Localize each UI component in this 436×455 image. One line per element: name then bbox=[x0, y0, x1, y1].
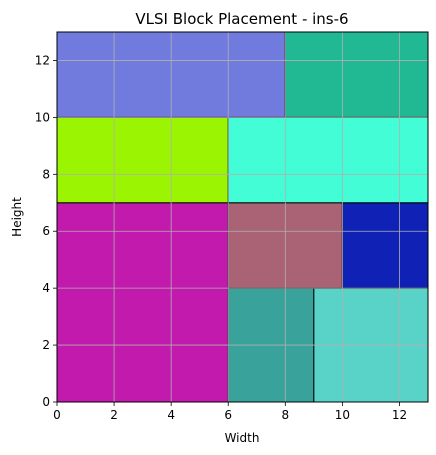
y-axis-label: Height bbox=[10, 197, 24, 237]
plot-frame bbox=[56, 31, 429, 403]
y-tick-label: 4 bbox=[42, 281, 50, 295]
ticks-layer: 0 2 4 6 8 10 12 0 2 4 6 8 10 12 bbox=[35, 53, 407, 422]
block-9 bbox=[284, 31, 429, 118]
x-axis-label: Width bbox=[225, 431, 260, 445]
y-tick-label: 0 bbox=[42, 395, 50, 409]
x-tick-label: 6 bbox=[224, 408, 232, 422]
blocks-layer bbox=[56, 31, 429, 403]
x-tick-label: 4 bbox=[167, 408, 175, 422]
x-tick-label: 10 bbox=[335, 408, 350, 422]
x-tick-label: 2 bbox=[110, 408, 118, 422]
x-tick-label: 8 bbox=[281, 408, 289, 422]
x-tick-label: 0 bbox=[53, 408, 61, 422]
block-5 bbox=[341, 202, 429, 289]
block-1 bbox=[56, 202, 229, 403]
y-tick-label: 2 bbox=[42, 338, 50, 352]
y-tick-label: 10 bbox=[35, 110, 50, 124]
block-6 bbox=[56, 116, 229, 204]
y-tick-label: 8 bbox=[42, 167, 50, 181]
y-tick-label: 12 bbox=[35, 53, 50, 67]
y-tick-label: 6 bbox=[42, 224, 50, 238]
x-tick-label: 12 bbox=[392, 408, 407, 422]
chart-title: VLSI Block Placement - ins-6 bbox=[135, 10, 348, 28]
block-7 bbox=[227, 116, 429, 204]
